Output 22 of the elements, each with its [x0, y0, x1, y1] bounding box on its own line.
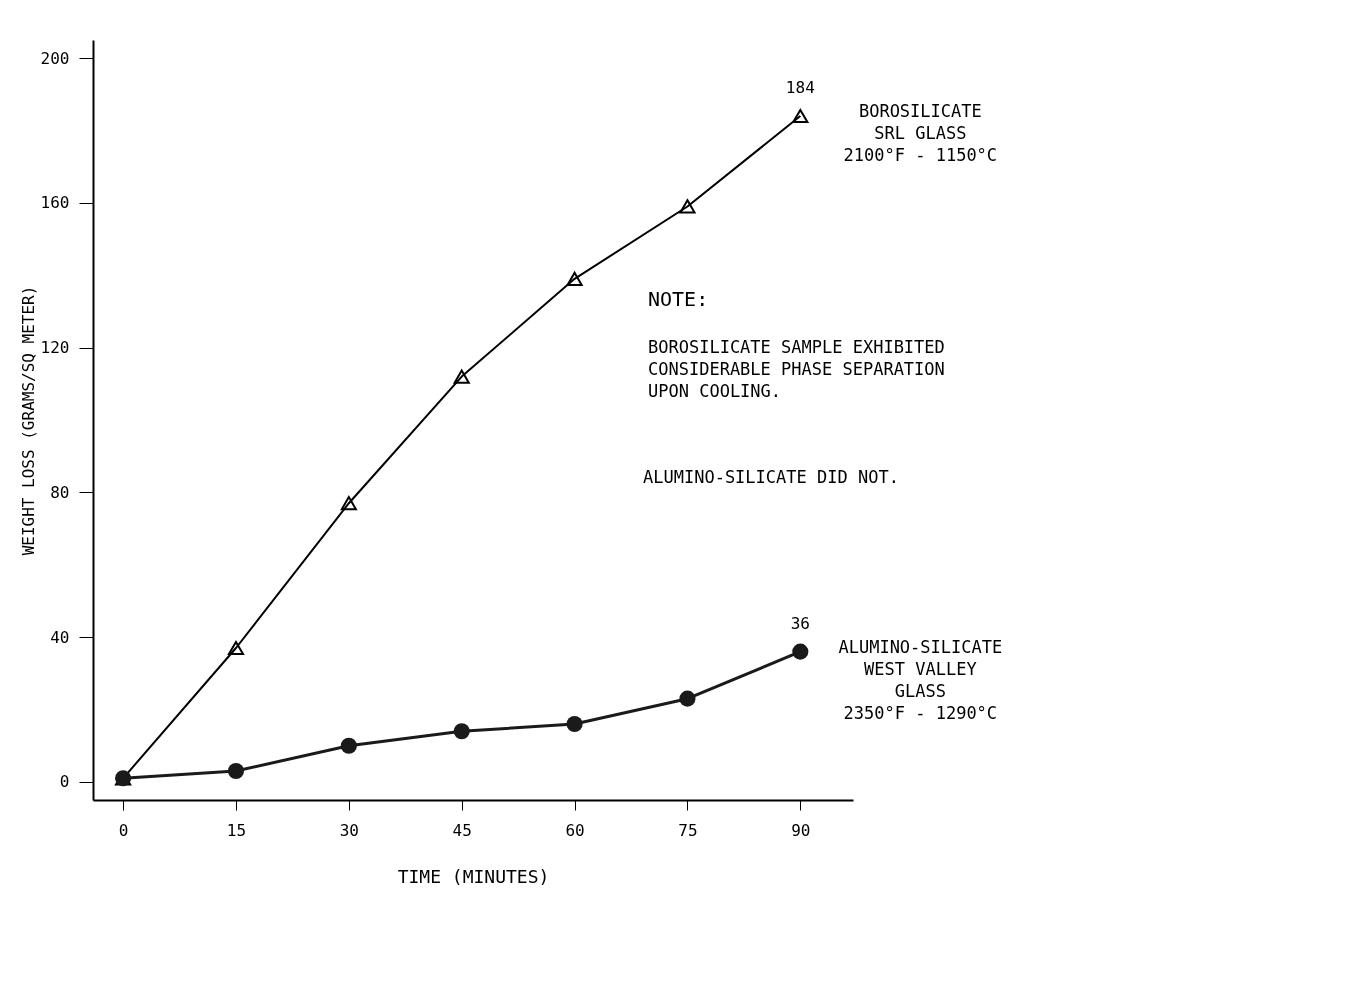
- y-tick-label: 40: [50, 627, 70, 647]
- x-tick-label: 0: [118, 820, 129, 840]
- series-label: ALUMINO-SILICATE WEST VALLEY GLASS 2350°F - 1290°C: [838, 636, 1003, 723]
- y-tick-label: 120: [40, 338, 70, 358]
- x-tick-label: 15: [226, 820, 247, 840]
- x-tick-label: 90: [791, 820, 811, 840]
- y-tick-label: 200: [40, 48, 70, 68]
- annotation: NOTE:: [648, 287, 709, 311]
- x-axis-title: TIME (MINUTES): [397, 865, 550, 887]
- x-tick-label: 60: [565, 820, 585, 840]
- data-label: 36: [790, 613, 810, 633]
- y-tick-label: 80: [50, 482, 70, 502]
- x-tick-label: 75: [678, 820, 698, 840]
- text: BOROSILICATE SRL GLASS 2100°F - 1150°C: [843, 101, 998, 165]
- x-tick-label: 45: [452, 820, 472, 840]
- y-tick-label: 160: [40, 193, 70, 213]
- data-label: 184: [785, 78, 815, 97]
- annotation: BOROSILICATE SAMPLE EXHIBITED CONSIDERABLE PHASE SEPARATION UPON COOLING.: [648, 337, 945, 401]
- x-tick-label: 30: [339, 820, 359, 840]
- y-axis-title: WEIGHT LOSS (GRAMS/SQ METER): [18, 285, 38, 556]
- annotation: ALUMINO-SILICATE DID NOT.: [643, 467, 899, 487]
- y-tick-label: 0: [59, 772, 70, 792]
